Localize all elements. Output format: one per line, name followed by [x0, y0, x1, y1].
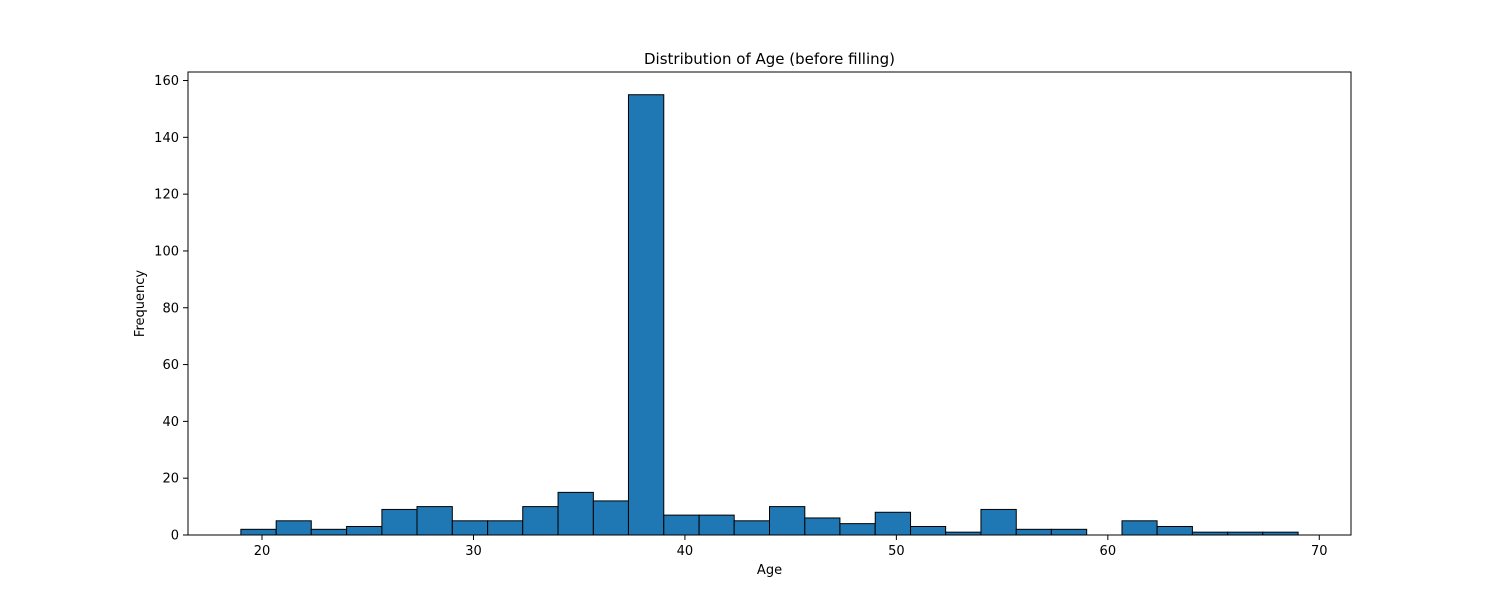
x-axis-label: Age — [757, 563, 782, 578]
y-tick-label: 0 — [171, 529, 179, 544]
histogram-bar — [522, 506, 559, 536]
histogram-bar — [451, 520, 489, 536]
histogram-bar — [980, 508, 1017, 536]
histogram-bar — [910, 525, 947, 536]
histogram-bar — [627, 94, 665, 536]
y-tick-label: 100 — [154, 244, 179, 259]
histogram-bar — [663, 514, 700, 536]
histogram-bar — [698, 514, 735, 536]
histogram-bar — [1156, 525, 1193, 536]
y-axis-label: Frequency — [133, 270, 148, 337]
histogram-bar — [1015, 528, 1052, 536]
bars-layer — [240, 94, 1299, 536]
histogram-bar — [240, 528, 277, 536]
y-tick-label: 60 — [162, 358, 179, 373]
histogram-bar — [1050, 528, 1088, 536]
histogram-bar — [1121, 520, 1158, 536]
histogram-bar — [275, 520, 312, 536]
histogram-bar — [769, 506, 806, 536]
histogram-bar — [346, 525, 383, 536]
x-tick-label: 70 — [1311, 544, 1328, 559]
y-axis: 0 20 40 60 80 100 120 140 160 — [154, 74, 188, 544]
y-tick-label: 80 — [162, 301, 179, 316]
plot-frame — [187, 71, 1352, 536]
x-tick-label: 20 — [254, 544, 271, 559]
histogram-bar — [381, 508, 418, 536]
histogram-bar — [557, 491, 594, 536]
x-axis: 20 30 40 50 60 70 — [254, 535, 1328, 559]
histogram-bar — [839, 523, 876, 536]
chart-title: Distribution of Age (before filling) — [644, 50, 895, 68]
histogram-bar — [487, 520, 524, 536]
x-tick-label: 60 — [1100, 544, 1117, 559]
histogram-bar — [592, 500, 629, 536]
y-tick-label: 40 — [162, 415, 179, 430]
y-tick-label: 160 — [154, 74, 179, 89]
x-tick-label: 30 — [465, 544, 482, 559]
y-tick-label: 20 — [162, 472, 179, 487]
x-tick-label: 50 — [888, 544, 905, 559]
histogram-bar — [733, 520, 771, 536]
histogram-bar — [310, 528, 348, 536]
histogram-bar — [804, 517, 841, 536]
histogram-bar — [874, 511, 912, 536]
y-tick-label: 140 — [154, 131, 179, 146]
y-tick-label: 120 — [154, 188, 179, 203]
histogram-bar — [416, 506, 453, 536]
x-tick-label: 40 — [677, 544, 694, 559]
